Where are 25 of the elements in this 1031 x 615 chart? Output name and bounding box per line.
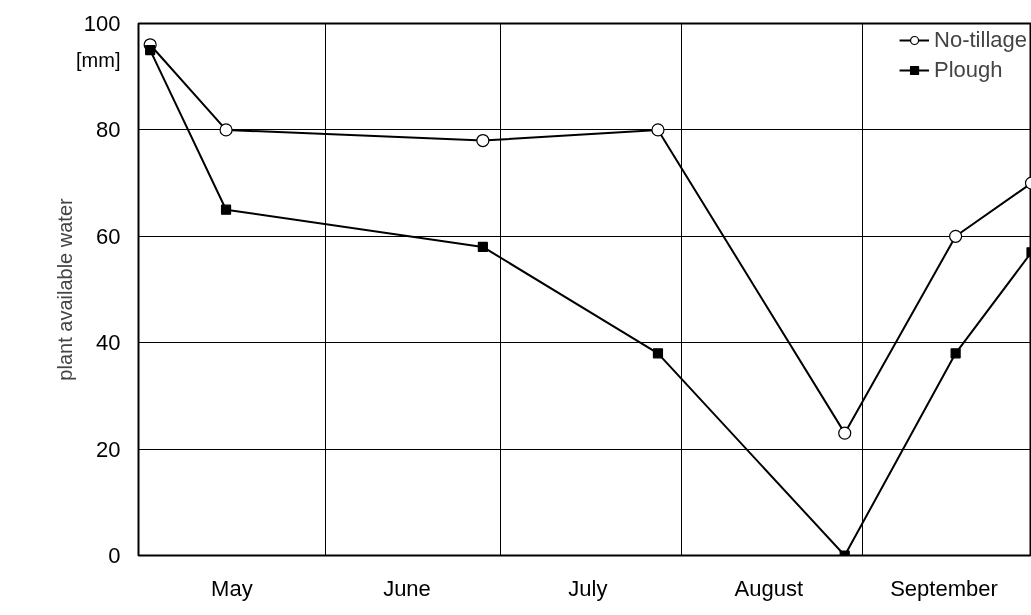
x-tick-label: September bbox=[890, 575, 998, 601]
point bbox=[651, 123, 665, 137]
point bbox=[838, 426, 852, 440]
y-axis-title: plant available water bbox=[53, 197, 76, 381]
point bbox=[145, 45, 156, 56]
y-tick-label: 40 bbox=[96, 330, 121, 356]
y-tick-label: 80 bbox=[96, 117, 121, 143]
y-tick-label: 20 bbox=[96, 436, 121, 462]
y-tick-label: 0 bbox=[108, 543, 121, 568]
point bbox=[219, 123, 233, 137]
point bbox=[476, 133, 490, 148]
x-tick-label: May bbox=[211, 575, 253, 601]
text: [mm] bbox=[76, 48, 121, 73]
point bbox=[652, 348, 664, 359]
x-tick-label: August bbox=[734, 575, 804, 601]
point bbox=[220, 204, 232, 215]
y-tick-label: 100 bbox=[83, 11, 121, 36]
x-tick-label: June bbox=[383, 575, 431, 601]
legend-label: Plough bbox=[934, 57, 1003, 83]
y-tick-label: 60 bbox=[96, 223, 121, 249]
x-tick-label: July bbox=[568, 575, 608, 601]
point bbox=[950, 348, 961, 359]
legend-label: No-tillage bbox=[934, 27, 1027, 53]
point bbox=[949, 229, 963, 243]
point bbox=[477, 241, 488, 253]
